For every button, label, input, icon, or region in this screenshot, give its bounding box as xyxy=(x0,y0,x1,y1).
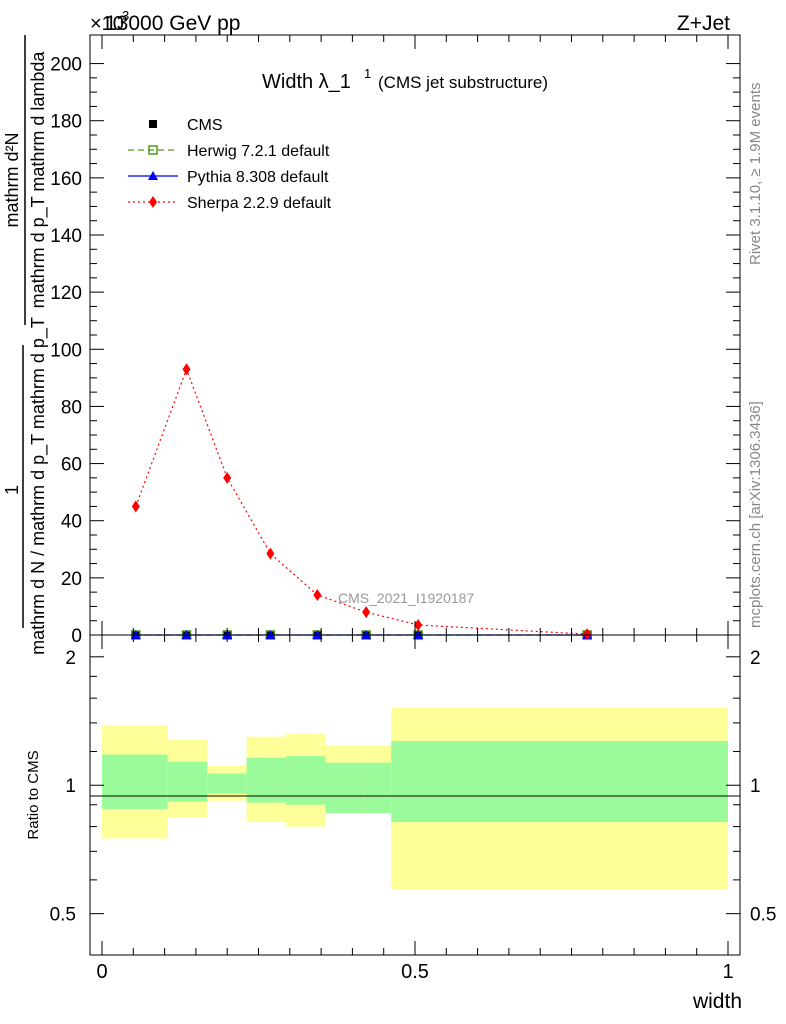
ratio-y-tick-label: 2 xyxy=(65,648,76,669)
main-ylabel: 1 mathrm d²N mathrm d p_T mathrm d lambd… xyxy=(2,35,49,655)
y-tick-label: 160 xyxy=(50,169,82,190)
y-tick-label: 80 xyxy=(61,397,82,418)
energy-label: 13000 GeV pp xyxy=(105,12,240,35)
sherpa-point xyxy=(583,628,592,641)
ratio-inner-band xyxy=(246,757,287,803)
ratio-inner-band xyxy=(325,762,365,814)
y-tick-label: 140 xyxy=(50,226,82,247)
ylabel-numerator-2: mathrm d p_T mathrm d lambda xyxy=(28,51,49,309)
sherpa-line xyxy=(135,367,588,635)
legend-marker xyxy=(148,171,158,180)
sherpa-point xyxy=(131,500,140,513)
rivet-label: Rivet 3.1.10, ≥ 1.9M events xyxy=(747,83,764,266)
plot-title-sup: 1 xyxy=(364,66,371,81)
ratio-inner-band xyxy=(102,754,168,809)
ylabel-denominator: mathrm d N / mathrm d p_T mathrm d p_T xyxy=(28,317,49,655)
y-tick-label: 200 xyxy=(50,55,82,76)
ratio-inner-band xyxy=(364,762,392,814)
x-tick-label: 0 xyxy=(96,961,107,983)
process-label: Z+Jet xyxy=(677,12,730,35)
y-tick-label: 100 xyxy=(50,340,82,361)
ratio-inner-band xyxy=(286,756,326,805)
y-tick-label: 40 xyxy=(61,512,82,533)
sherpa-point xyxy=(414,619,423,631)
ratio-plot: 0.5 0.5 1 1 2 2 0 0.5 1 Ratio to CMS width xyxy=(25,634,776,1013)
legend-marker xyxy=(149,120,157,128)
legend: CMS Herwig 7.2.1 default Pythia 8.308 defa… xyxy=(128,117,332,212)
y-tick-label: 0 xyxy=(71,626,82,647)
ratio-y-tick-label: 1 xyxy=(65,776,76,797)
sherpa-point xyxy=(266,547,275,560)
ratio-y-tick-label-right: 0.5 xyxy=(750,905,776,926)
plot-title: Width λ_1 xyxy=(262,71,351,93)
ratio-inner-band xyxy=(391,740,728,823)
sherpa-point xyxy=(362,606,371,619)
legend-label: Sherpa 2.2.9 default xyxy=(187,195,332,212)
ratio-y-tick-label-right: 2 xyxy=(750,648,761,669)
legend-marker xyxy=(148,145,158,155)
x-axis-label: width xyxy=(692,990,742,1013)
ylabel-one: 1 xyxy=(2,485,22,495)
exponent-label: ×10 xyxy=(90,13,124,35)
ratio-y-tick-label-right: 1 xyxy=(750,776,761,797)
y-tick-label: 120 xyxy=(50,283,82,304)
sherpa-point xyxy=(223,471,232,484)
ylabel-numerator-1: mathrm d²N xyxy=(2,132,22,227)
ratio-inner-band xyxy=(207,773,247,794)
plot-title-note: (CMS jet substructure) xyxy=(378,73,548,92)
legend-label: CMS xyxy=(187,117,223,134)
y-tick-label: 60 xyxy=(61,455,82,476)
legend-label: Herwig 7.2.1 default xyxy=(187,143,330,160)
mcplots-label: mcplots.cern.ch [arXiv:1306.3436] xyxy=(747,401,764,628)
x-tick-label: 0.5 xyxy=(401,961,429,983)
legend-label: Pythia 8.308 default xyxy=(187,169,329,186)
ratio-inner-band xyxy=(167,761,208,802)
sherpa-point xyxy=(182,363,191,376)
ratio-y-tick-label: 0.5 xyxy=(50,905,76,926)
x-tick-label: 1 xyxy=(722,961,733,983)
legend-marker xyxy=(149,196,157,208)
y-tick-label: 180 xyxy=(50,112,82,133)
sherpa-point xyxy=(313,589,322,601)
ratio-ylabel: Ratio to CMS xyxy=(25,750,42,839)
exponent-value: 3 xyxy=(122,8,129,23)
y-tick-label: 20 xyxy=(61,569,82,590)
analysis-watermark: CMS_2021_I1920187 xyxy=(338,590,474,606)
